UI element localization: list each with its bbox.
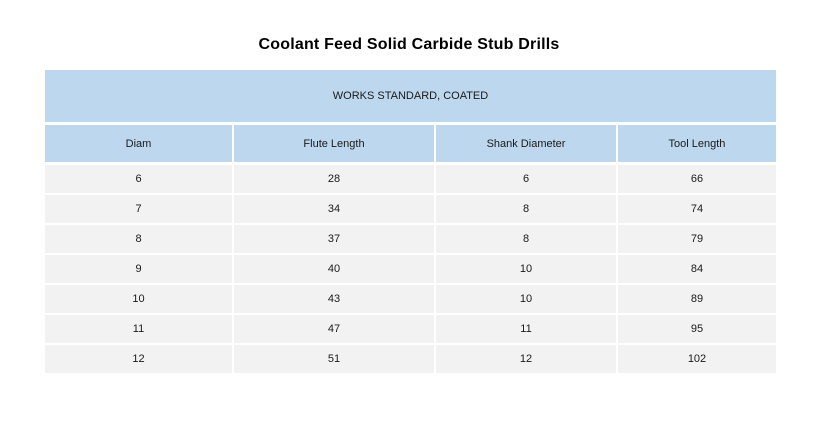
- table-row: 9 40 10 84: [45, 255, 776, 283]
- cell: 51: [234, 345, 434, 373]
- table-row: 8 37 8 79: [45, 225, 776, 253]
- column-header: Tool Length: [618, 125, 776, 162]
- table-body: 6 28 6 66 7 34 8 74 8 37 8 79 9 40 10 84 10 43 10 89 11 47 11 9…: [45, 165, 776, 373]
- cell: 11: [45, 315, 232, 343]
- cell: 10: [436, 285, 616, 313]
- standards-table: WORKS STANDARD, COATED Diam Flute Length S…: [45, 70, 776, 375]
- table-row: 11 47 11 95: [45, 315, 776, 343]
- cell: 10: [436, 255, 616, 283]
- column-header: Shank Diameter: [436, 125, 616, 162]
- cell: 28: [234, 165, 434, 193]
- cell: 8: [45, 225, 232, 253]
- page-title: Coolant Feed Solid Carbide Stub Drills: [258, 36, 560, 53]
- cell: 79: [618, 225, 776, 253]
- cell: 37: [234, 225, 434, 253]
- cell: 102: [618, 345, 776, 373]
- table-banner: WORKS STANDARD, COATED: [45, 70, 776, 122]
- table-row: 10 43 10 89: [45, 285, 776, 313]
- cell: 34: [234, 195, 434, 223]
- cell: 89: [618, 285, 776, 313]
- cell: 40: [234, 255, 434, 283]
- cell: 43: [234, 285, 434, 313]
- table-header-row: Diam Flute Length Shank Diameter Tool Lengt…: [45, 125, 776, 162]
- cell: 66: [618, 165, 776, 193]
- cell: 11: [436, 315, 616, 343]
- cell: 47: [234, 315, 434, 343]
- cell: 8: [436, 195, 616, 223]
- column-header: Flute Length: [234, 125, 434, 162]
- cell: 12: [436, 345, 616, 373]
- table-row: 6 28 6 66: [45, 165, 776, 193]
- cell: 6: [45, 165, 232, 193]
- table-row: 7 34 8 74: [45, 195, 776, 223]
- table-row: 12 51 12 102: [45, 345, 776, 373]
- cell: 6: [436, 165, 616, 193]
- cell: 8: [436, 225, 616, 253]
- cell: 7: [45, 195, 232, 223]
- cell: 95: [618, 315, 776, 343]
- cell: 10: [45, 285, 232, 313]
- column-header: Diam: [45, 125, 232, 162]
- cell: 9: [45, 255, 232, 283]
- cell: 74: [618, 195, 776, 223]
- cell: 84: [618, 255, 776, 283]
- cell: 12: [45, 345, 232, 373]
